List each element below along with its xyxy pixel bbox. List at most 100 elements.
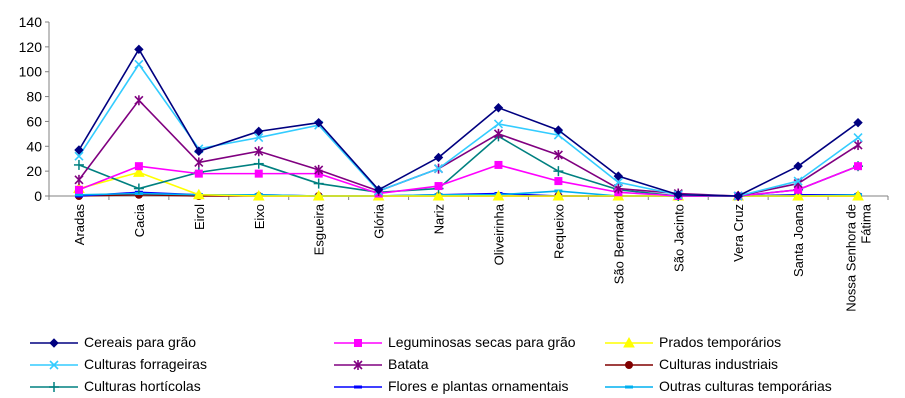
data-point: [623, 336, 635, 348]
data-point: [553, 149, 563, 160]
data-point: [254, 133, 264, 143]
x-tick-label: Fátima: [859, 203, 874, 244]
data-point: [254, 126, 264, 137]
x-tick-label: Santa Joana: [791, 203, 806, 277]
data-point: [373, 185, 384, 195]
data-point: [74, 174, 84, 185]
legend-item: Cereais para grão: [30, 334, 196, 350]
y-tick-label: 40: [26, 138, 42, 154]
data-point: [625, 361, 633, 369]
legend-label: Flores e plantas ornamentais: [388, 378, 569, 394]
data-point: [794, 185, 803, 194]
series-line: [78, 48, 859, 197]
legend-label: Leguminosas secas para grão: [388, 334, 576, 350]
data-point: [433, 152, 444, 163]
chart-legend: Cereais para grão Leguminosas secas para …: [30, 334, 832, 394]
legend-label: Batata: [388, 356, 429, 372]
data-point: [49, 382, 59, 392]
data-point: [853, 133, 863, 143]
data-point: [553, 125, 564, 135]
data-point: [793, 176, 803, 186]
data-point: [854, 162, 863, 171]
data-point: [852, 189, 864, 201]
data-point: [792, 189, 804, 201]
legend-label: Cereais para grão: [84, 334, 196, 350]
y-tick-label: 0: [34, 188, 42, 204]
data-point: [673, 190, 683, 200]
data-point: [354, 385, 362, 389]
y-tick-label: 60: [26, 113, 42, 129]
data-point: [74, 193, 83, 197]
data-point: [493, 103, 504, 113]
data-point: [134, 162, 143, 171]
data-point: [493, 128, 504, 139]
x-tick-label: Vera Cruz: [731, 204, 746, 262]
data-point: [49, 338, 59, 348]
data-point: [192, 188, 205, 200]
legend-item: Culturas hortícolas: [30, 378, 201, 394]
legend-item: Prados temporários: [605, 334, 781, 350]
chart-series: [73, 44, 864, 201]
data-point: [134, 95, 144, 106]
x-tick-label: Cacia: [132, 203, 147, 237]
x-tick-label: Oliveirinha: [491, 203, 506, 265]
x-tick-label-group: Eixo: [252, 204, 267, 229]
data-point: [853, 117, 863, 128]
data-point: [133, 166, 145, 177]
x-tick-label-group: Oliveirinha: [491, 203, 506, 265]
x-tick-label: Esgueira: [312, 203, 327, 255]
data-point: [613, 171, 624, 181]
x-axis-ticks: Aradas Cacia Eirol Eixo Esgueira Glória Nariz O…: [48, 196, 889, 312]
data-point: [134, 59, 144, 69]
data-point: [793, 161, 803, 171]
x-tick-label-group: Aradas: [72, 204, 87, 246]
legend-label: Culturas forrageiras: [84, 356, 207, 372]
data-point: [312, 189, 325, 201]
y-tick-label: 100: [19, 64, 43, 80]
legend-item: Culturas forrageiras: [30, 356, 207, 372]
data-point: [434, 182, 443, 191]
data-point: [853, 140, 863, 151]
legend-label: Culturas hortícolas: [84, 378, 201, 394]
series-4: [74, 95, 863, 201]
x-tick-label: Eirol: [192, 204, 207, 230]
x-tick-label-group: Vera Cruz: [731, 204, 746, 262]
data-point: [194, 146, 204, 156]
x-tick-label-group: Esgueira: [312, 203, 327, 255]
data-point: [74, 151, 84, 161]
data-point: [254, 146, 264, 157]
legend-item: Batata: [334, 356, 429, 372]
data-point: [553, 166, 564, 177]
x-tick-label-group: Nariz: [432, 204, 447, 234]
data-point: [313, 117, 324, 128]
data-point: [49, 360, 59, 370]
x-tick-label: Eixo: [252, 204, 267, 229]
data-point: [134, 44, 144, 55]
y-tick-label: 120: [19, 39, 43, 55]
legend-item: Culturas industriais: [605, 356, 778, 372]
legend-label: Prados temporários: [659, 334, 781, 350]
x-tick-label: Requeixo: [551, 204, 566, 259]
data-point: [353, 360, 363, 370]
data-point: [554, 177, 563, 186]
data-point: [253, 158, 264, 169]
data-point: [252, 189, 265, 201]
x-tick-label: Nossa Senhora de: [844, 204, 859, 312]
x-tick-label-group: São Jacinto: [671, 204, 686, 272]
x-tick-label-group: São Bernardo: [611, 204, 626, 284]
data-point: [494, 160, 503, 169]
y-tick-label: 20: [26, 163, 42, 179]
legend-item: Flores e plantas ornamentais: [334, 378, 569, 394]
y-tick-label: 80: [26, 89, 42, 105]
data-point: [432, 189, 445, 201]
data-point: [552, 189, 565, 201]
legend-item: Leguminosas secas para grão: [334, 334, 576, 350]
data-point: [625, 385, 633, 389]
data-point: [73, 159, 84, 170]
x-tick-label: Aradas: [72, 204, 87, 246]
series-line: [78, 164, 859, 197]
series-6: [73, 131, 864, 201]
series-line: [78, 99, 859, 197]
data-point: [492, 189, 505, 201]
